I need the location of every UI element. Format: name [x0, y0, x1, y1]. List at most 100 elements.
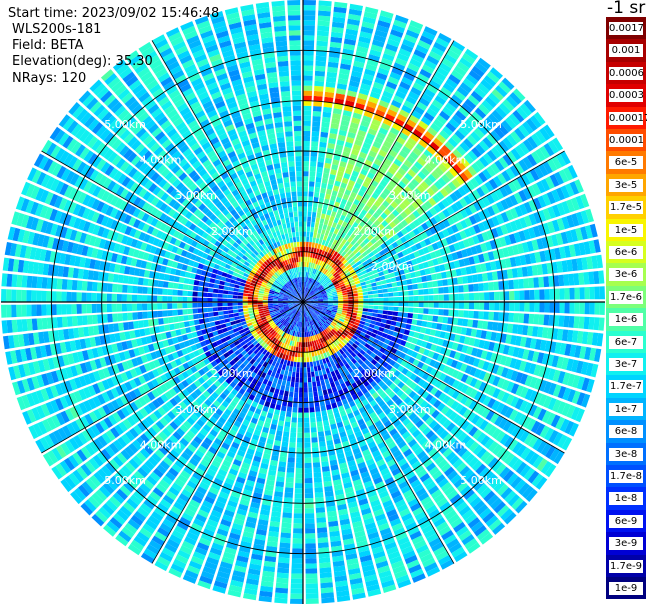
- range-gate-cell: [317, 254, 321, 260]
- range-gate-cell: [502, 469, 515, 482]
- range-gate-cell: [133, 377, 142, 387]
- range-gate-cell: [186, 531, 199, 542]
- range-gate-cell: [300, 311, 302, 317]
- range-gate-cell: [366, 241, 373, 248]
- range-gate-cell: [549, 302, 555, 313]
- range-gate-cell: [532, 437, 543, 451]
- range-gate-cell: [566, 329, 574, 342]
- range-gate-cell: [317, 207, 322, 214]
- range-gate-cell: [482, 252, 490, 262]
- range-gate-cell: [308, 351, 312, 357]
- range-gate-cell: [312, 279, 316, 285]
- range-gate-cell: [66, 423, 77, 436]
- range-gate-cell: [247, 511, 258, 519]
- range-gate-cell: [347, 367, 354, 374]
- range-gate-cell: [493, 312, 499, 321]
- range-gate-cell: [310, 151, 318, 157]
- range-gate-cell: [415, 44, 429, 55]
- range-gate-cell: [307, 377, 312, 383]
- range-gate-cell: [292, 543, 303, 549]
- range-gate-cell: [360, 185, 368, 193]
- range-gate-cell: [179, 437, 189, 447]
- range-gate-cell: [373, 302, 379, 306]
- range-gate-cell: [78, 402, 88, 414]
- range-gate-cell: [373, 158, 383, 167]
- range-gate-cell: [511, 497, 524, 510]
- range-gate-cell: [343, 538, 355, 546]
- range-gate-cell: [335, 223, 342, 230]
- range-gate-cell: [293, 508, 303, 514]
- range-gate-cell: [179, 356, 187, 364]
- range-gate-cell: [328, 344, 334, 350]
- range-gate-cell: [151, 389, 160, 398]
- range-gate-cell: [426, 187, 435, 197]
- range-gate-cell: [307, 321, 310, 327]
- range-gate-cell: [330, 322, 336, 327]
- range-gate-cell: [296, 457, 303, 464]
- range-gate-cell: [373, 355, 381, 362]
- range-gate-cell: [303, 302, 308, 304]
- range-gate-cell: [296, 316, 299, 322]
- range-gate-cell: [523, 215, 533, 227]
- range-gate-cell: [319, 279, 325, 284]
- range-gate-cell: [385, 278, 392, 284]
- range-gate-cell: [306, 277, 308, 283]
- range-gate-cell: [303, 306, 306, 312]
- range-gate-cell: [259, 467, 268, 475]
- range-gate-cell: [385, 224, 393, 232]
- range-gate-cell: [391, 282, 398, 287]
- range-gate-cell: [527, 185, 537, 198]
- range-gate-cell: [518, 230, 527, 242]
- range-gate-cell: [342, 294, 348, 298]
- range-gate-cell: [464, 365, 473, 375]
- range-gate-cell: [429, 266, 436, 274]
- range-gate-cell: [317, 304, 323, 306]
- range-gate-cell: [256, 528, 267, 536]
- range-gate-cell: [371, 163, 380, 171]
- range-gate-cell: [151, 423, 161, 434]
- range-gate-cell: [342, 259, 348, 265]
- range-gate-cell: [372, 329, 379, 335]
- range-gate-cell: [247, 375, 254, 383]
- range-gate-cell: [327, 281, 333, 286]
- range-gate-cell: [340, 63, 351, 71]
- range-gate-cell: [237, 326, 244, 331]
- range-gate-cell: [228, 468, 239, 476]
- range-gate-cell: [330, 360, 335, 367]
- range-gate-cell: [331, 118, 340, 125]
- range-gate-cell: [177, 391, 186, 401]
- range-gate-cell: [272, 414, 279, 421]
- range-gate-cell: [481, 120, 493, 132]
- range-gate-cell: [321, 461, 329, 467]
- range-gate-cell: [84, 413, 94, 426]
- range-gate-cell: [366, 258, 373, 264]
- range-gate-cell: [463, 336, 471, 345]
- range-gate-cell: [185, 377, 194, 385]
- range-gate-cell: [581, 393, 591, 408]
- range-gate-cell: [317, 294, 323, 298]
- range-gate-cell: [147, 441, 158, 452]
- range-gate-cell: [487, 321, 494, 331]
- range-gate-cell: [293, 392, 299, 398]
- range-gate-cell: [380, 279, 387, 285]
- range-gate-cell: [199, 428, 209, 437]
- range-gate-cell: [373, 114, 384, 122]
- range-gate-cell: [348, 567, 361, 575]
- range-gate-cell: [346, 313, 352, 318]
- range-gate-cell: [281, 527, 292, 534]
- range-gate-cell: [485, 351, 493, 361]
- range-gate-cell: [187, 443, 197, 453]
- range-gate-cell: [368, 336, 375, 342]
- range-gate-cell: [351, 405, 358, 412]
- range-gate-cell: [442, 365, 451, 374]
- range-gate-cell: [327, 204, 334, 211]
- range-gate-cell: [246, 516, 257, 524]
- range-gate-cell: [255, 327, 261, 333]
- range-gate-cell: [271, 337, 277, 343]
- range-gate-cell: [147, 427, 158, 437]
- range-gate-cell: [314, 281, 319, 287]
- range-gate-cell: [325, 404, 332, 411]
- range-gate-cell: [434, 330, 441, 338]
- range-gate-cell: [261, 575, 275, 583]
- range-gate-cell: [360, 209, 368, 216]
